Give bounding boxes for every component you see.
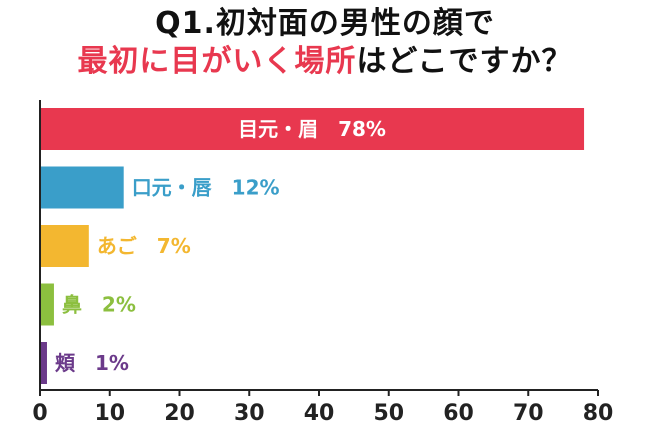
x-tick-label-0: 0 [32, 401, 47, 426]
bar-label-5: 頬 1% [55, 351, 129, 375]
bar-label-4: 鼻 2% [62, 293, 136, 317]
chart-title-line2: 最初に目がいく場所はどこですか？ [0, 44, 650, 80]
bar-4 [40, 283, 54, 326]
bar-1 [40, 108, 585, 150]
chart-title-highlight: 最初に目がいく場所 [77, 44, 357, 79]
x-tick-label-50: 50 [373, 401, 404, 426]
x-tick-label-20: 20 [164, 401, 195, 426]
x-tick-label-30: 30 [234, 401, 265, 426]
x-tick-label-10: 10 [94, 401, 125, 426]
bar-label-3: あご 7% [97, 234, 191, 258]
x-tick-label-60: 60 [443, 401, 474, 426]
bar-2 [40, 166, 124, 209]
chart-title-rest: はどこですか？ [356, 44, 573, 79]
x-tick-label-70: 70 [513, 401, 544, 426]
bar-label-2: 口元・唇 12% [132, 176, 280, 200]
bar-label-1: 目元・眉 78% [238, 117, 386, 141]
chart-title-line1: Q1.初対面の男性の顔で [155, 6, 495, 41]
x-tick-label-40: 40 [304, 401, 335, 426]
bar-5 [40, 342, 47, 384]
bar-3 [40, 225, 89, 267]
x-tick-label-80: 80 [583, 401, 614, 426]
